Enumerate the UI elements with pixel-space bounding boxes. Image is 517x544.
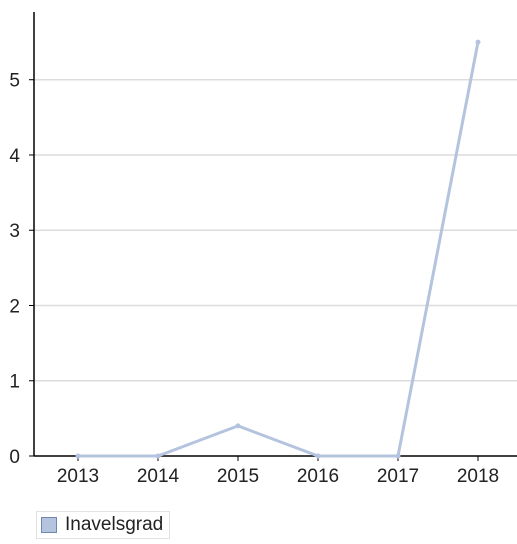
y-tick-label: 2 [9,296,20,317]
series [75,39,481,459]
legend-swatch-icon [41,517,57,533]
y-tick-label: 4 [9,146,20,167]
data-point [475,39,481,45]
x-tick-label: 2013 [57,466,99,487]
x-tick-label: 2016 [297,466,339,487]
x-tick-label: 2015 [217,466,259,487]
y-tick-label: 3 [9,221,20,242]
x-tick-label: 2017 [377,466,419,487]
y-tick-label: 0 [9,447,20,468]
x-tick-label: 2014 [137,466,180,487]
y-tick-label: 5 [9,71,20,92]
data-point [155,453,161,459]
gridlines [34,78,517,382]
legend: Inavelsgrad [36,511,171,539]
data-point [235,423,241,429]
y-tick-labels: 0 1 2 3 4 5 [9,71,20,468]
data-point [75,453,81,459]
y-tick-label: 1 [9,372,20,393]
series-line [78,41,480,458]
data-point [395,453,401,459]
x-tick-label: 2018 [457,466,499,487]
x-tick-labels: 2013 2014 2015 2016 2017 2018 [57,466,499,487]
data-point [315,453,321,459]
legend-label: Inavelsgrad [65,514,164,535]
